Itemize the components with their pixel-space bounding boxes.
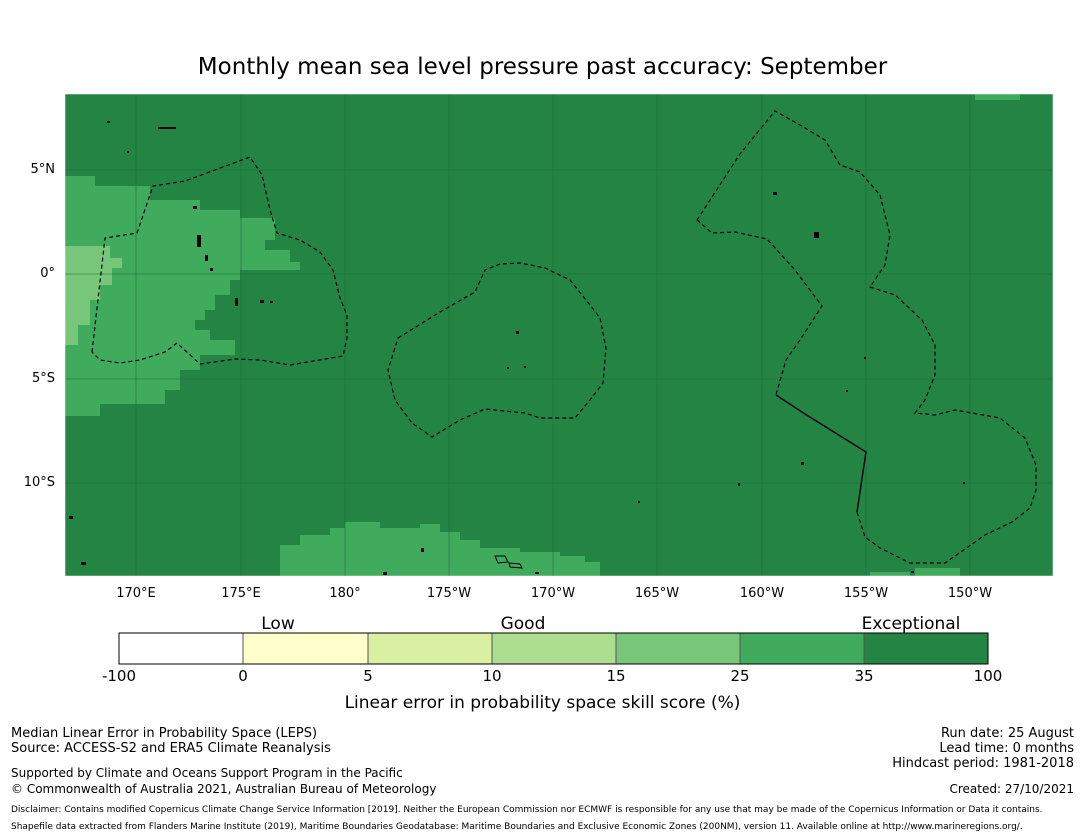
colorbar-tick: 5 — [363, 667, 373, 685]
category-label-good: Good — [500, 614, 546, 634]
colorbar-bin — [492, 633, 616, 664]
colorbar-caption: Linear error in probability space skill … — [344, 693, 741, 713]
lon-label: 175°W — [426, 586, 472, 601]
lon-label: 170°W — [530, 586, 576, 601]
boundary-solid — [775, 394, 867, 513]
gridlines — [65, 94, 1053, 576]
lon-label: 150°W — [947, 586, 993, 601]
footer-source: Source: ACCESS-S2 and ERA5 Climate Reana… — [11, 741, 331, 756]
skill-region-very-good-band — [188, 235, 215, 272]
map-frame — [64, 93, 1054, 577]
colorbar-bin — [864, 633, 988, 664]
disclaimer-text: Disclaimer: Contains modified Copernicus… — [11, 805, 1043, 815]
footer-copyright: © Commonwealth of Australia 2021, Austra… — [11, 782, 437, 796]
lead-time: Lead time: 0 months — [939, 741, 1074, 756]
colorbar-tick: 10 — [482, 667, 502, 685]
category-label-exceptional: Exceptional — [861, 614, 961, 634]
map-background — [65, 94, 1053, 576]
colorbar-tick: 100 — [973, 667, 1003, 685]
map-title: Monthly mean sea level pressure past acc… — [197, 54, 888, 80]
lat-label: 5°S — [31, 371, 55, 386]
lon-label: 180° — [329, 586, 361, 601]
eez-line-islands-north — [696, 219, 823, 396]
eez-line-islands — [696, 110, 1037, 564]
colorbar-bin — [243, 633, 368, 664]
lon-label: 165°W — [634, 586, 680, 601]
created-date: Created: 27/10/2021 — [949, 782, 1074, 796]
hindcast-period: Hindcast period: 1981-2018 — [892, 756, 1074, 771]
colorbar-tick: 15 — [606, 667, 626, 685]
colorbar-tick: -100 — [101, 667, 137, 685]
run-date: Run date: 25 August — [940, 726, 1074, 741]
island-samoa — [494, 555, 523, 569]
lat-label: 10°S — [23, 475, 55, 490]
skill-region-very-good-north — [65, 176, 155, 205]
colorbar-tick: 35 — [854, 667, 874, 685]
colorbar-bin — [368, 633, 492, 664]
eez-phoenix — [387, 262, 607, 438]
colorbar-bin — [740, 633, 864, 664]
colorbar — [118, 632, 989, 665]
colorbar-tick: 0 — [238, 667, 248, 685]
footer-support: Supported by Climate and Oceans Support … — [11, 766, 403, 780]
eez-boundaries — [91, 110, 1037, 564]
skill-region-very-good-south — [280, 522, 600, 576]
skill-region-good-plus-west — [65, 246, 122, 345]
shapefile-credit: Shapefile data extracted from Flanders M… — [11, 822, 1023, 832]
lon-label: 160°W — [739, 586, 785, 601]
lon-label: 170°E — [116, 586, 156, 601]
lat-label: 5°N — [30, 162, 56, 177]
eez-tuvalu-kiribati-west — [91, 156, 348, 366]
skill-region-very-good-ne — [975, 94, 1020, 100]
lat-label: 0° — [40, 266, 55, 281]
skill-region-very-good-se — [870, 568, 960, 576]
colorbar-frame — [118, 632, 989, 665]
footer-method: Median Linear Error in Probability Space… — [11, 726, 318, 741]
lon-label: 155°W — [843, 586, 889, 601]
colorbar-tick: 25 — [730, 667, 750, 685]
lon-label: 175°E — [221, 586, 261, 601]
colorbar-bin — [616, 633, 740, 664]
category-label-low: Low — [261, 614, 295, 634]
islands — [69, 121, 965, 575]
colorbar-bin — [119, 633, 243, 664]
